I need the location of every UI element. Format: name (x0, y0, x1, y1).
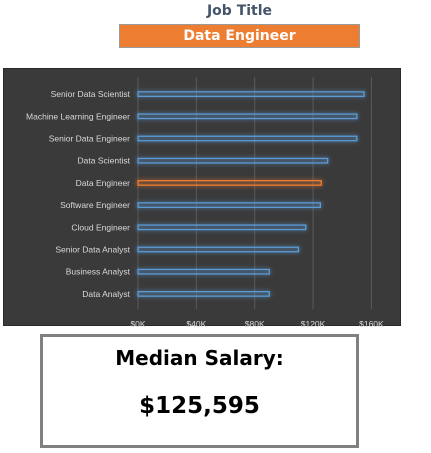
bar (137, 113, 358, 120)
bar (137, 290, 270, 297)
bar (137, 135, 358, 142)
x-tick-label: $120K (301, 319, 326, 327)
bar (137, 91, 365, 98)
bar (137, 157, 329, 164)
chart-svg: Senior Data Scientist Machine Learning En… (26, 77, 384, 327)
label-layer: Senior Data Scientist Machine Learning En… (26, 89, 131, 299)
category-label: Cloud Engineer (71, 222, 130, 232)
category-label: Senior Data Scientist (51, 89, 131, 99)
bar (137, 202, 322, 209)
bar (137, 246, 300, 253)
category-label: Data Engineer (76, 178, 131, 188)
bar (137, 268, 270, 275)
category-label: Data Analyst (82, 289, 130, 299)
median-salary-card: Median Salary: $125,595 (40, 334, 359, 448)
tick-layer: $0K $40K $80K $120K $160K (130, 319, 384, 327)
bar (137, 224, 307, 231)
salary-bar-chart: Senior Data Scientist Machine Learning En… (3, 68, 401, 327)
x-tick-label: $0K (130, 319, 145, 327)
category-label: Software Engineer (60, 200, 130, 210)
bar-layer (137, 91, 365, 297)
x-tick-label: $160K (359, 319, 384, 327)
bar-highlighted (137, 180, 322, 186)
category-label: Business Analyst (66, 267, 131, 277)
category-label: Data Scientist (78, 156, 131, 166)
category-label: Machine Learning Engineer (26, 111, 130, 121)
median-salary-label: Median Salary: (115, 346, 284, 370)
job-title-label: Job Title (206, 3, 273, 19)
job-title-dropdown[interactable]: Data Engineer (119, 24, 360, 48)
x-tick-label: $80K (245, 319, 265, 327)
category-label: Senior Data Engineer (49, 134, 130, 144)
x-tick-label: $40K (186, 319, 206, 327)
median-salary-value: $125,595 (139, 393, 260, 419)
category-label: Senior Data Analyst (55, 245, 130, 255)
